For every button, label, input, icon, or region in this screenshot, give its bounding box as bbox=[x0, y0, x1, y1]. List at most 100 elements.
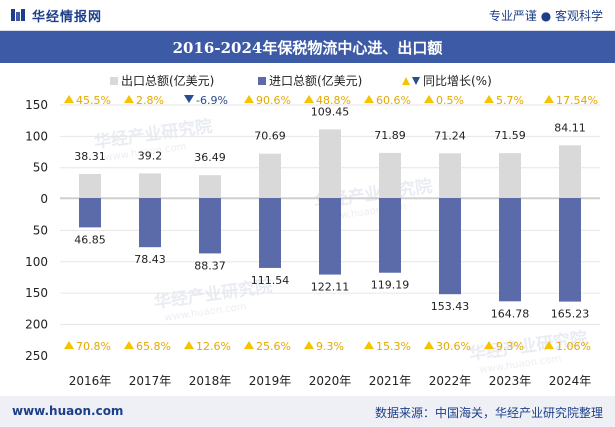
export-bar bbox=[379, 152, 401, 198]
import-value-label: 122.11 bbox=[311, 281, 350, 294]
import-growth-label: 30.6% bbox=[436, 340, 471, 353]
x-tick-label: 2021年 bbox=[369, 374, 412, 388]
export-growth-down-icon bbox=[184, 95, 194, 103]
chart: 华经产业研究院www.huaon.com华经产业研究院www.huaon.com… bbox=[25, 73, 600, 388]
export-growth-label: 45.5% bbox=[76, 94, 111, 107]
import-growth-up-icon bbox=[364, 341, 374, 349]
x-tick-label: 2019年 bbox=[249, 374, 292, 388]
export-growth-up-icon bbox=[424, 95, 434, 103]
export-bar bbox=[199, 175, 221, 198]
import-growth-label: 25.6% bbox=[256, 340, 291, 353]
export-growth-label: 0.5% bbox=[436, 94, 464, 107]
export-value-label: 71.24 bbox=[434, 129, 466, 142]
export-bar bbox=[259, 153, 281, 198]
import-bar bbox=[79, 198, 101, 228]
top-bar: 华经情报网 专业严谨 ● 客观科学 bbox=[0, 0, 615, 31]
import-value-label: 164.78 bbox=[491, 307, 530, 320]
export-growth-up-icon bbox=[64, 95, 74, 103]
footer-website[interactable]: www.huaon.com bbox=[12, 404, 124, 418]
chart-title: 2016-2024年保税物流中心进、出口额 bbox=[172, 39, 443, 57]
import-value-label: 78.43 bbox=[134, 253, 166, 266]
import-value-label: 165.23 bbox=[551, 308, 590, 321]
y-tick-label: 150 bbox=[25, 286, 48, 300]
import-growth-up-icon bbox=[184, 341, 194, 349]
import-value-label: 119.19 bbox=[371, 279, 410, 292]
x-tick-label: 2017年 bbox=[129, 374, 172, 388]
export-growth-label: 48.8% bbox=[316, 94, 351, 107]
export-growth-label: 17.54% bbox=[556, 94, 598, 107]
x-tick-label: 2023年 bbox=[489, 374, 532, 388]
export-bar bbox=[79, 173, 101, 198]
legend-export-swatch bbox=[110, 77, 118, 85]
export-growth-up-icon bbox=[364, 95, 374, 103]
export-growth-up-icon bbox=[304, 95, 314, 103]
import-growth-label: 65.8% bbox=[136, 340, 171, 353]
import-bar bbox=[499, 198, 521, 302]
legend-growth-label: 同比增长(%) bbox=[423, 74, 492, 88]
export-bar bbox=[139, 173, 161, 198]
export-growth-label: -6.9% bbox=[196, 94, 228, 107]
legend-export-label: 出口总额(亿美元) bbox=[121, 73, 214, 88]
import-value-label: 153.43 bbox=[431, 300, 470, 313]
export-value-label: 38.31 bbox=[74, 150, 106, 163]
import-growth-label: 70.8% bbox=[76, 340, 111, 353]
footer: www.huaon.com 数据来源：中国海关，华经产业研究院整理 bbox=[0, 396, 615, 427]
import-growth-up-icon bbox=[424, 341, 434, 349]
legend-up-triangle-icon bbox=[402, 77, 410, 85]
export-bar bbox=[439, 153, 461, 198]
export-value-label: 84.11 bbox=[554, 121, 586, 134]
x-tick-label: 2018年 bbox=[189, 374, 232, 388]
x-tick-label: 2016年 bbox=[69, 374, 112, 388]
import-bar bbox=[139, 198, 161, 248]
export-value-label: 39.2 bbox=[138, 149, 163, 162]
import-growth-label: 15.3% bbox=[376, 340, 411, 353]
import-bar bbox=[199, 198, 221, 254]
import-growth-label: 1.06% bbox=[556, 340, 591, 353]
export-growth-up-icon bbox=[544, 95, 554, 103]
export-growth-up-icon bbox=[124, 95, 134, 103]
import-value-label: 88.37 bbox=[194, 259, 226, 272]
import-growth-up-icon bbox=[544, 341, 554, 349]
title-bar: 2016-2024年保税物流中心进、出口额 bbox=[0, 31, 615, 63]
legend-import-label: 进口总额(亿美元) bbox=[269, 73, 362, 88]
import-growth-up-icon bbox=[64, 341, 74, 349]
legend-import-swatch bbox=[258, 77, 266, 85]
export-value-label: 36.49 bbox=[194, 151, 226, 164]
y-tick-label: 200 bbox=[25, 317, 48, 331]
export-value-label: 109.45 bbox=[311, 105, 350, 118]
slogan: 专业严谨 ● 客观科学 bbox=[488, 9, 603, 23]
export-bar bbox=[499, 153, 521, 198]
y-tick-label: 150 bbox=[25, 98, 48, 112]
import-growth-label: 9.3% bbox=[316, 340, 344, 353]
y-tick-label: 100 bbox=[25, 255, 48, 269]
import-growth-up-icon bbox=[244, 341, 254, 349]
import-bar bbox=[439, 198, 461, 295]
x-tick-label: 2024年 bbox=[549, 374, 592, 388]
legend-down-triangle-icon bbox=[412, 77, 420, 85]
import-growth-label: 9.3% bbox=[496, 340, 524, 353]
y-tick-label: 250 bbox=[25, 349, 48, 363]
import-growth-label: 12.6% bbox=[196, 340, 231, 353]
import-bar bbox=[319, 198, 341, 275]
export-growth-up-icon bbox=[244, 95, 254, 103]
import-growth-up-icon bbox=[124, 341, 134, 349]
y-tick-label: 100 bbox=[25, 129, 48, 143]
export-growth-up-icon bbox=[484, 95, 494, 103]
export-bar bbox=[319, 129, 341, 198]
import-growth-up-icon bbox=[304, 341, 314, 349]
export-value-label: 71.89 bbox=[374, 129, 406, 142]
import-value-label: 111.54 bbox=[251, 274, 290, 287]
export-value-label: 70.69 bbox=[254, 130, 286, 143]
import-growth-up-icon bbox=[484, 341, 494, 349]
export-bar bbox=[559, 145, 581, 198]
footer-source: 数据来源：中国海关，华经产业研究院整理 bbox=[374, 406, 603, 420]
y-tick-label: 50 bbox=[33, 223, 48, 237]
brand-name: 华经情报网 bbox=[32, 10, 103, 25]
import-bar bbox=[379, 198, 401, 273]
y-tick-label: 50 bbox=[33, 161, 48, 175]
y-tick-label: 0 bbox=[40, 192, 48, 206]
import-bar bbox=[259, 198, 281, 268]
logo-icon bbox=[11, 9, 25, 21]
export-value-label: 71.59 bbox=[494, 129, 526, 142]
